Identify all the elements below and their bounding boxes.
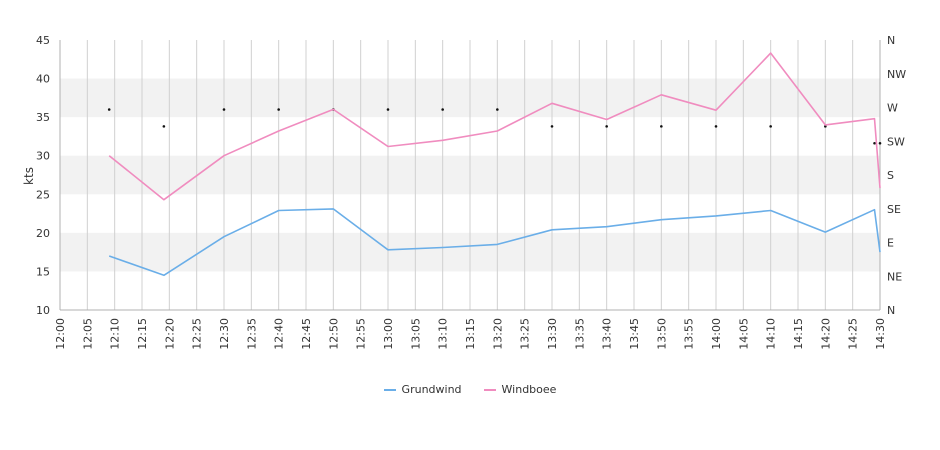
direction-tick-label: W [887,102,898,115]
direction-marker [873,141,876,145]
x-tick-label: 12:30 [218,318,231,350]
x-tick-label: 12:45 [300,318,313,350]
series-line-grundwind [108,208,881,277]
x-tick-label: 13:00 [382,318,395,350]
x-tick-label: 12:20 [163,318,176,350]
x-tick-label: 12:15 [136,318,149,350]
x-tick-label: 14:25 [847,318,860,350]
x-tick-label: 14:05 [737,318,750,350]
legend-swatch [383,388,396,391]
direction-marker [714,125,718,128]
x-tick-label: 13:35 [573,318,586,350]
y-tick-label: 25 [36,188,50,201]
x-tick-label: 14:30 [874,318,887,350]
axes [59,40,881,311]
direction-marker [550,125,554,128]
direction-tick-label: NW [887,68,906,81]
legend-item-grundwind[interactable]: Grundwind [383,383,462,396]
direction-marker [162,125,166,128]
y-tick-labels: 10 15 20 25 30 35 40 45 [36,34,50,317]
x-tick-label: 13:40 [601,318,614,350]
direction-tick-label: SW [887,135,905,148]
x-tick-label: 12:40 [273,318,286,350]
direction-marker [824,125,827,128]
direction-marker [660,125,663,128]
x-tick-label: 12:55 [355,318,368,350]
x-tick-label: 13:05 [409,318,422,350]
x-tick-label: 12:25 [191,318,204,350]
x-tick-label: 12:50 [327,318,340,350]
direction-marker [441,108,444,111]
legend-label: Grundwind [401,383,462,396]
x-tick-label: 13:10 [437,318,450,350]
x-tick-labels: 12:00 12:05 12:10 12:15 12:20 12:25 12:30 12:35… [54,318,887,350]
x-tick-label: 14:00 [710,318,723,350]
x-tick-label: 12:00 [54,318,67,350]
series-line-windboee [108,52,881,201]
direction-tick-label: N [887,304,895,317]
direction-marker [107,108,111,111]
y-tick-label: 15 [36,265,50,278]
y-tick-label: 20 [36,227,50,240]
direction-tick-label: E [887,237,894,250]
direction-marker [769,125,772,128]
direction-marker [277,108,280,111]
y-tick-label: 10 [36,304,50,317]
x-tick-label: 13:30 [546,318,559,350]
direction-tick-label: N [887,34,895,47]
y-tick-label: 45 [36,34,50,47]
x-tick-label: 13:45 [628,318,641,350]
legend-swatch [483,388,496,391]
y-axis-label: kts [22,167,36,185]
legend-item-windboee[interactable]: Windboee [483,383,557,396]
legend: Grundwind Windboee [0,383,940,396]
direction-tick-label: NE [887,270,902,283]
vertical-gridlines [59,40,881,310]
x-tick-label: 14:10 [765,318,778,350]
x-tick-label: 13:25 [519,318,532,350]
direction-tick-label: S [887,169,894,182]
x-tick-label: 12:05 [81,318,94,350]
direction-marker [496,108,499,111]
y-tick-label: 35 [36,111,50,124]
x-tick-label: 13:15 [464,318,477,350]
x-tick-label: 12:35 [245,318,258,350]
direction-tick-label: SE [887,203,901,216]
x-tick-label: 13:50 [655,318,668,350]
direction-axis-labels: N NE E SE S SW W NW N [887,34,906,317]
x-tick-label: 14:20 [819,318,832,350]
direction-marker [222,108,226,111]
series-lines [108,52,881,277]
x-tick-label: 12:10 [109,318,122,350]
legend-label: Windboee [501,383,557,396]
x-tick-label: 13:20 [491,318,504,350]
direction-marker [878,141,882,145]
y-tick-label: 40 [36,73,50,86]
direction-marker [605,125,608,128]
x-tick-label: 13:55 [683,318,696,350]
direction-marker [386,108,390,111]
y-tick-label: 30 [36,150,50,163]
x-tick-label: 14:15 [792,318,805,350]
